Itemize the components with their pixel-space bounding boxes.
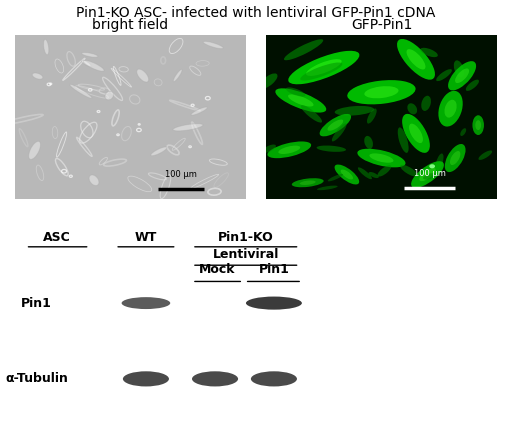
Ellipse shape	[267, 142, 311, 158]
Ellipse shape	[332, 123, 347, 142]
Ellipse shape	[334, 165, 359, 184]
Ellipse shape	[292, 178, 324, 187]
Ellipse shape	[288, 94, 313, 107]
Ellipse shape	[251, 372, 297, 386]
Ellipse shape	[105, 91, 113, 100]
Ellipse shape	[429, 164, 435, 168]
Ellipse shape	[44, 39, 49, 55]
Ellipse shape	[89, 175, 99, 186]
Ellipse shape	[364, 136, 373, 149]
Ellipse shape	[300, 62, 343, 81]
Ellipse shape	[151, 147, 167, 156]
Ellipse shape	[83, 60, 104, 71]
Ellipse shape	[347, 80, 416, 104]
Ellipse shape	[377, 165, 391, 177]
Ellipse shape	[236, 134, 264, 140]
Ellipse shape	[423, 173, 436, 180]
Ellipse shape	[444, 100, 457, 118]
Ellipse shape	[498, 125, 503, 134]
Ellipse shape	[454, 60, 464, 77]
Ellipse shape	[319, 114, 351, 136]
Text: bright field: bright field	[93, 19, 168, 32]
Ellipse shape	[192, 372, 238, 386]
Ellipse shape	[408, 103, 417, 114]
Ellipse shape	[398, 127, 409, 153]
Ellipse shape	[438, 91, 463, 126]
Text: 100 μm: 100 μm	[165, 171, 197, 179]
Ellipse shape	[174, 69, 182, 81]
Ellipse shape	[203, 42, 223, 48]
Ellipse shape	[400, 165, 418, 177]
Ellipse shape	[421, 96, 431, 111]
Ellipse shape	[306, 59, 342, 76]
Ellipse shape	[335, 106, 374, 116]
Ellipse shape	[367, 109, 377, 123]
Text: WT: WT	[135, 230, 157, 244]
Ellipse shape	[328, 120, 343, 131]
Ellipse shape	[262, 145, 276, 153]
Ellipse shape	[316, 145, 346, 152]
Ellipse shape	[407, 49, 425, 70]
Ellipse shape	[300, 181, 316, 185]
Text: Pin1-KO: Pin1-KO	[218, 230, 273, 244]
Ellipse shape	[288, 51, 359, 84]
Ellipse shape	[450, 151, 460, 165]
Text: α-Tubulin: α-Tubulin	[5, 372, 68, 385]
Ellipse shape	[420, 48, 438, 57]
Ellipse shape	[275, 88, 326, 113]
Ellipse shape	[358, 168, 372, 179]
Ellipse shape	[460, 128, 466, 136]
Ellipse shape	[82, 52, 98, 57]
Ellipse shape	[473, 115, 484, 135]
Ellipse shape	[70, 84, 92, 98]
Ellipse shape	[317, 186, 338, 190]
Text: Pin1-KO ASC- infected with lentiviral GFP-Pin1 cDNA: Pin1-KO ASC- infected with lentiviral GF…	[76, 6, 436, 20]
Ellipse shape	[357, 149, 406, 168]
Ellipse shape	[29, 141, 40, 159]
Ellipse shape	[123, 372, 169, 386]
Text: 100 μm: 100 μm	[414, 169, 446, 178]
Ellipse shape	[411, 161, 444, 188]
Text: Lentiviral: Lentiviral	[212, 248, 279, 261]
Ellipse shape	[301, 105, 322, 123]
Text: Pin1: Pin1	[20, 297, 51, 310]
Ellipse shape	[369, 153, 394, 163]
Ellipse shape	[365, 86, 398, 98]
Text: ASC: ASC	[42, 230, 70, 244]
Ellipse shape	[328, 174, 343, 181]
Ellipse shape	[409, 123, 423, 143]
Ellipse shape	[246, 297, 302, 310]
Ellipse shape	[279, 145, 300, 154]
Text: GFP-Pin1: GFP-Pin1	[351, 19, 412, 32]
Ellipse shape	[455, 68, 469, 83]
Ellipse shape	[286, 87, 306, 97]
Ellipse shape	[475, 120, 481, 130]
Ellipse shape	[369, 172, 379, 178]
Ellipse shape	[340, 169, 353, 180]
Ellipse shape	[259, 74, 278, 89]
Ellipse shape	[284, 39, 323, 60]
Ellipse shape	[466, 80, 479, 91]
Ellipse shape	[445, 144, 465, 172]
Ellipse shape	[137, 69, 148, 82]
Text: Pin1: Pin1	[259, 263, 289, 276]
Ellipse shape	[419, 168, 436, 181]
Ellipse shape	[402, 114, 430, 153]
Ellipse shape	[436, 153, 443, 171]
Ellipse shape	[81, 60, 91, 66]
Ellipse shape	[32, 73, 43, 79]
Ellipse shape	[173, 124, 203, 131]
Ellipse shape	[478, 151, 492, 160]
Ellipse shape	[436, 69, 452, 81]
Ellipse shape	[122, 297, 170, 309]
Ellipse shape	[397, 39, 435, 80]
Text: Mock: Mock	[199, 263, 236, 276]
Ellipse shape	[191, 107, 207, 115]
Ellipse shape	[448, 61, 476, 90]
